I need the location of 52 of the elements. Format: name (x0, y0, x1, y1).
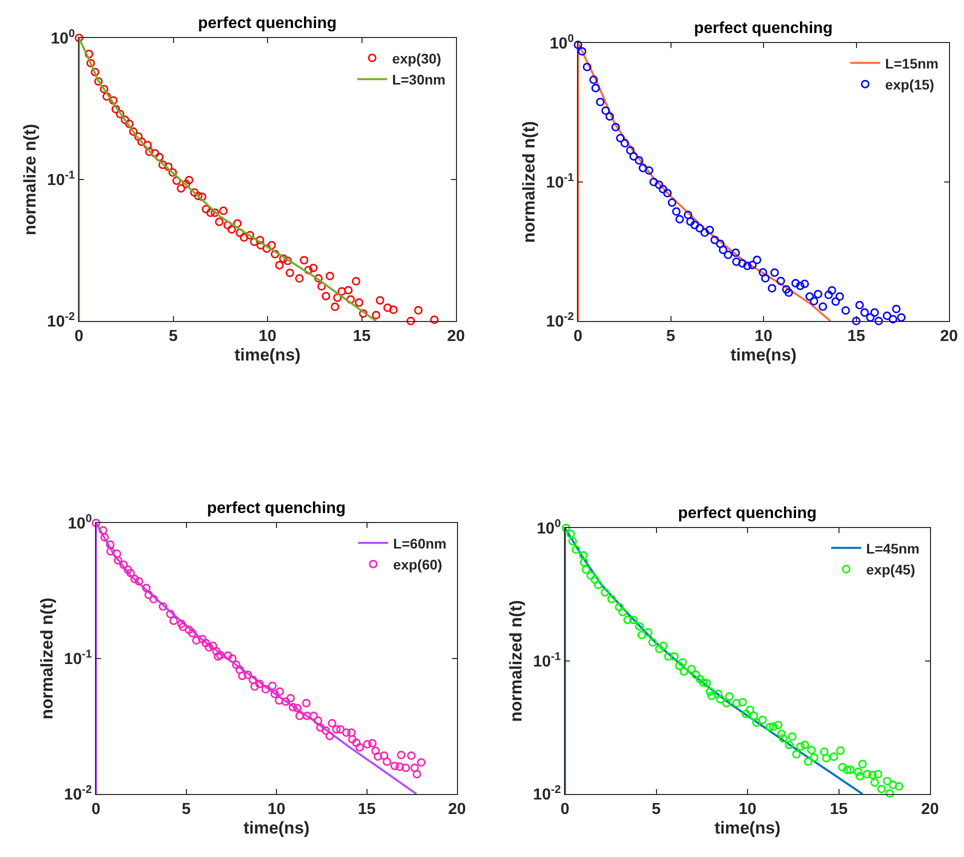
y-tick-label: 10$^{-1}$ (64, 648, 92, 668)
x-axis-title: time(ns) (234, 346, 301, 365)
x-axis-title: time(ns) (730, 346, 797, 365)
x-tick-label: 10 (268, 801, 286, 818)
legend-label: exp(45) (866, 562, 916, 578)
x-tick-label: 5 (652, 801, 661, 818)
x-tick-label: 15 (352, 328, 371, 346)
x-tick-label: 15 (830, 801, 848, 818)
chart-title: perfect quenching (678, 505, 817, 522)
y-axis-title: normalized n(t) (506, 600, 526, 722)
x-tick-label: 10 (754, 328, 772, 346)
x-tick-label: 20 (448, 801, 466, 818)
legend-label: L=30nm (392, 72, 446, 88)
x-tick-label: 0 (560, 801, 570, 818)
x-tick-label: 0 (92, 801, 101, 818)
y-tick-label: 10$^{-1}$ (533, 650, 561, 671)
y-tick-label: 10$^{-2}$ (64, 784, 92, 804)
y-tick-label: 10$^{0}$ (536, 518, 561, 538)
y-axis-title: normalize n(t) (20, 124, 40, 236)
y-tick-label: 10$^{-1}$ (47, 169, 75, 190)
legend-label: exp(15) (885, 76, 934, 93)
chart-title: perfect quenching (694, 20, 833, 37)
chart-title: perfect quenching (207, 500, 346, 517)
x-tick-label: 0 (74, 328, 84, 346)
x-tick-label: 20 (940, 328, 958, 346)
y-tick-label: 10$^{0}$ (50, 28, 75, 48)
y-tick-label: 10$^{-2}$ (546, 310, 574, 331)
x-tick-label: 15 (847, 328, 866, 346)
x-tick-label: 0 (574, 328, 583, 346)
legend-label: exp(30) (392, 50, 442, 66)
x-tick-label: 10 (738, 801, 756, 818)
x-tick-label: 5 (168, 328, 178, 346)
x-tick-label: 5 (666, 328, 676, 346)
y-axis-title: normalized n(t) (520, 121, 539, 243)
x-tick-label: 5 (182, 801, 191, 818)
legend-label: L=45nm (866, 540, 920, 556)
x-axis-title: time(ns) (243, 818, 310, 838)
legend-label: exp(60) (393, 556, 442, 573)
x-tick-label: 20 (447, 328, 465, 346)
x-tick-label: 15 (358, 801, 376, 818)
x-axis-title: time(ns) (714, 818, 781, 838)
legend-label: L=15nm (885, 55, 938, 72)
y-tick-label: 10$^{-1}$ (546, 172, 574, 192)
x-tick-label: 10 (258, 328, 276, 346)
x-tick-label: 20 (921, 801, 939, 818)
y-tick-label: 10$^{-2}$ (47, 310, 75, 331)
y-tick-label: 10$^{-2}$ (533, 784, 561, 804)
y-tick-label: 10$^{0}$ (550, 32, 574, 53)
y-tick-label: 10$^{0}$ (68, 512, 92, 533)
y-axis-title: normalized n(t) (38, 598, 57, 720)
legend-label: L=60nm (393, 535, 446, 552)
chart-title: perfect quenching (198, 15, 337, 32)
